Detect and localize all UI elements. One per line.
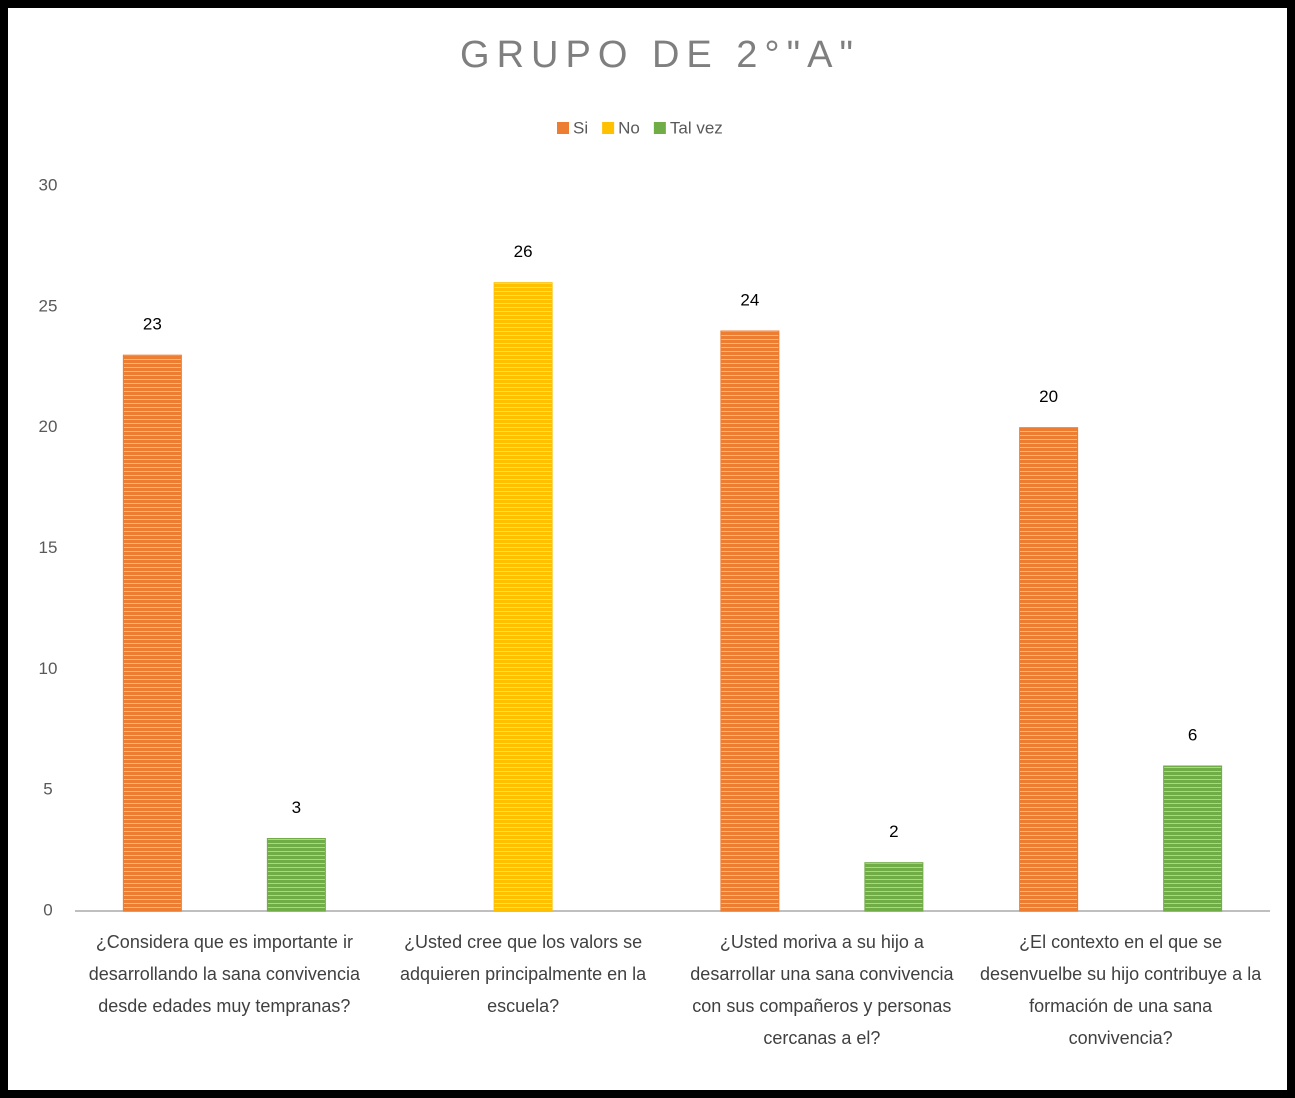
data-label: 6 (1188, 725, 1197, 744)
legend-label: Si (573, 118, 588, 137)
data-label: 26 (514, 242, 533, 261)
bar (1019, 427, 1079, 912)
x-tick-label: ¿Usted cree que los valors se adquieren … (400, 932, 647, 1016)
y-tick-label: 5 (43, 780, 52, 799)
x-tick-label: ¿El contexto en el que se desenvuelbe su… (980, 932, 1262, 1048)
y-tick-label: 0 (43, 900, 52, 919)
legend-swatch (557, 122, 569, 134)
x-tick-label: ¿Usted moriva a su hijo a desarrollar un… (690, 932, 954, 1048)
y-tick-label: 25 (39, 296, 58, 315)
y-tick-label: 20 (39, 417, 58, 436)
legend-label: Tal vez (670, 118, 723, 137)
bar (493, 282, 553, 912)
chart-title: GRUPO DE 2°"A" (460, 34, 860, 76)
legend-label: No (618, 118, 640, 137)
legend-swatch (602, 122, 615, 134)
bar (266, 838, 326, 912)
data-label: 23 (143, 315, 162, 334)
bar (1163, 765, 1223, 912)
y-tick-label: 30 (39, 175, 58, 194)
data-label: 3 (292, 798, 301, 817)
x-tick-label: ¿Considera que es importante ir desarrol… (88, 932, 360, 1016)
bar (720, 330, 780, 912)
bar (864, 862, 924, 912)
bar (122, 354, 182, 912)
data-label: 20 (1039, 387, 1058, 406)
y-tick-label: 10 (39, 659, 58, 678)
data-label: 24 (740, 290, 759, 309)
data-label: 2 (889, 822, 898, 841)
legend-swatch (653, 122, 666, 134)
y-tick-label: 15 (39, 538, 58, 557)
